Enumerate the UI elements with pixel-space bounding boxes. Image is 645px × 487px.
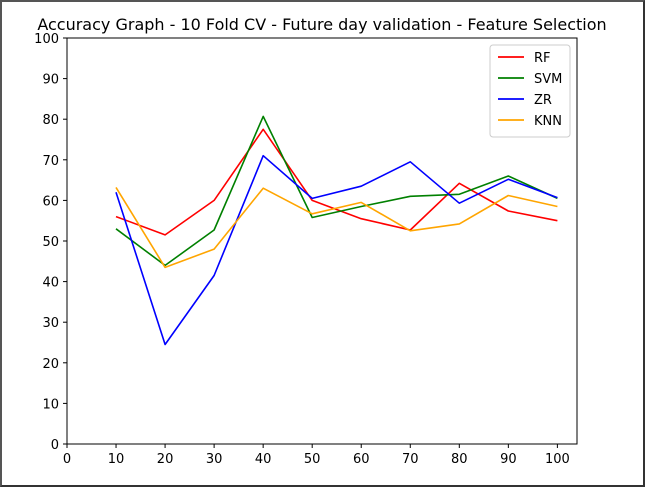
y-tick-label: 80 bbox=[42, 113, 59, 128]
y-tick-label: 40 bbox=[42, 276, 59, 291]
x-axis: 0 10 20 30 40 50 60 70 80 90 100 bbox=[63, 444, 570, 467]
y-tick-label: 90 bbox=[42, 73, 59, 88]
series-line-svm bbox=[115, 115, 558, 267]
x-tick-label: 30 bbox=[206, 452, 223, 467]
y-tick-label: 70 bbox=[42, 154, 59, 169]
x-tick-label: 50 bbox=[304, 452, 321, 467]
series-line-knn bbox=[115, 186, 558, 269]
x-tick-label: 80 bbox=[451, 452, 468, 467]
x-tick-label: 70 bbox=[402, 452, 419, 467]
y-tick-label: 20 bbox=[42, 357, 59, 372]
legend-box bbox=[489, 44, 571, 138]
x-tick-label: 10 bbox=[108, 452, 125, 467]
y-tick-label: 100 bbox=[34, 32, 59, 47]
legend-label-knn: KNN bbox=[534, 114, 562, 129]
y-tick-label: 0 bbox=[51, 438, 59, 453]
x-tick-label: 0 bbox=[63, 452, 71, 467]
x-tick-label: 100 bbox=[545, 452, 570, 467]
y-tick-label: 10 bbox=[42, 397, 59, 412]
y-tick-label: 60 bbox=[42, 194, 59, 209]
x-tick-label: 20 bbox=[157, 452, 174, 467]
chart-title: Accuracy Graph - 10 Fold CV - Future day… bbox=[37, 15, 606, 34]
legend-label-rf: RF bbox=[534, 51, 551, 66]
legend-label-zr: ZR bbox=[534, 93, 552, 108]
x-tick-label: 60 bbox=[353, 452, 370, 467]
y-axis: 0 10 20 30 40 50 60 70 80 90 100 bbox=[34, 32, 67, 453]
series-layer bbox=[115, 115, 558, 346]
series-line-rf bbox=[115, 128, 558, 236]
series-line-zr bbox=[115, 154, 558, 346]
x-tick-label: 40 bbox=[255, 452, 272, 467]
legend: RF SVM ZR KNN bbox=[489, 44, 571, 138]
x-tick-label: 90 bbox=[500, 452, 517, 467]
legend-label-svm: SVM bbox=[534, 72, 562, 87]
y-tick-label: 30 bbox=[42, 316, 59, 331]
y-tick-label: 50 bbox=[42, 235, 59, 250]
